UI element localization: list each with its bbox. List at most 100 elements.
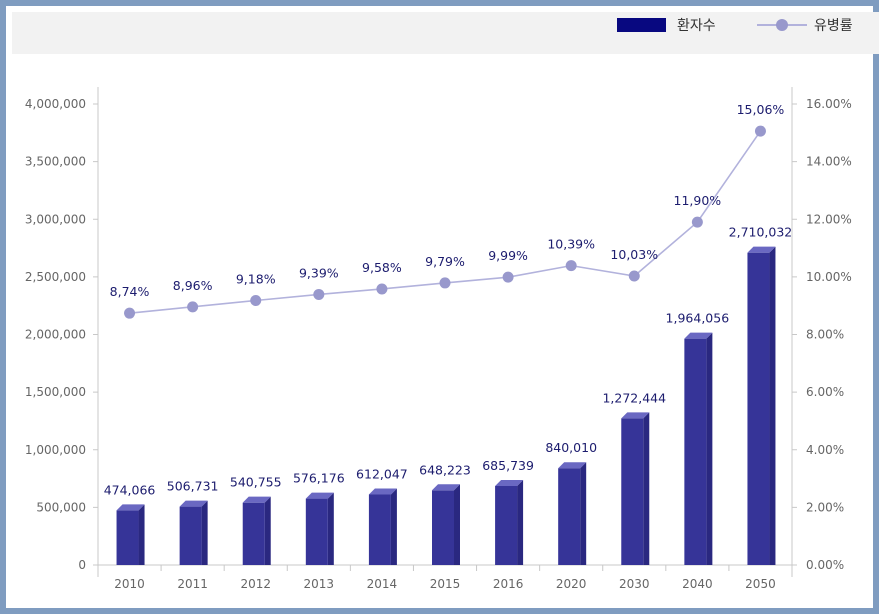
left-axis-ticks: 0 500,000 1,000,000 1,500,000 2,000,000 2,500… xyxy=(25,97,98,572)
bar-top xyxy=(558,462,587,469)
legend-line-marker xyxy=(776,19,788,31)
line-point xyxy=(313,288,325,300)
right-tick-label: 4.00% xyxy=(806,443,844,457)
x-tick-label: 2014 xyxy=(367,577,398,591)
legend[interactable]: 환자수 유병률 xyxy=(617,18,853,34)
bar xyxy=(305,498,328,565)
x-axis-ticks: 2010 2011 2012 2013 2014 2015 2016 2020 2030 2040… xyxy=(97,565,793,591)
left-tick-label: 2,500,000 xyxy=(25,270,86,284)
bar-side xyxy=(138,504,145,565)
line-data-label: 10,03% xyxy=(610,247,658,262)
left-tick-label: 4,000,000 xyxy=(25,97,86,111)
bar-top xyxy=(684,332,713,339)
line-point xyxy=(187,301,199,313)
legend-bar-swatch xyxy=(617,18,666,32)
x-tick-label: 2015 xyxy=(430,577,461,591)
line-series xyxy=(124,125,766,319)
bar-data-label: 1,272,444 xyxy=(602,390,666,405)
x-tick-label: 2040 xyxy=(682,577,713,591)
left-tick-label: 3,500,000 xyxy=(25,155,86,169)
x-tick-label: 2030 xyxy=(619,577,650,591)
bar-top xyxy=(495,479,524,486)
bar xyxy=(495,485,518,565)
line-point xyxy=(376,283,388,295)
left-tick-label: 2,000,000 xyxy=(25,328,86,342)
x-tick-label: 2010 xyxy=(114,577,145,591)
left-tick-label: 1,000,000 xyxy=(25,443,86,457)
bar-side xyxy=(769,246,776,565)
bar-top xyxy=(621,412,650,419)
bar-data-label: 612,047 xyxy=(356,466,408,481)
bar-data-label: 2,710,032 xyxy=(729,225,793,240)
legend-bar xyxy=(12,12,879,54)
bar-series xyxy=(116,246,776,565)
right-tick-label: 0.00% xyxy=(806,558,844,572)
right-tick-label: 2.00% xyxy=(806,500,844,514)
bar xyxy=(368,494,391,565)
bar xyxy=(558,468,581,565)
right-axis-ticks: 0.00% 2.00% 4.00% 6.00% 8.00% 10.00% 12.00% 14.… xyxy=(792,97,852,572)
line-point xyxy=(124,307,136,319)
bar xyxy=(179,506,202,565)
x-tick-label: 2011 xyxy=(177,577,208,591)
bar-top xyxy=(432,484,460,491)
bar xyxy=(747,252,770,565)
right-tick-label: 16.00% xyxy=(806,97,852,111)
bar xyxy=(432,490,454,565)
right-tick-label: 6.00% xyxy=(806,385,844,399)
left-tick-label: 3,000,000 xyxy=(25,212,86,226)
x-tick-label: 2016 xyxy=(493,577,524,591)
line-data-label: 11,90% xyxy=(674,193,722,208)
legend-bar-label: 환자수 xyxy=(677,18,716,34)
line-data-labels: 8,74% 8,96% 9,18% 9,39% 9,58% 9,79% 9,99% 10,39… xyxy=(110,102,785,299)
line-data-label: 10,39% xyxy=(547,237,595,252)
line-point xyxy=(502,271,514,283)
x-tick-label: 2020 xyxy=(556,577,587,591)
bar-top xyxy=(305,492,334,499)
bar-side xyxy=(390,488,397,565)
bar-data-label: 1,964,056 xyxy=(666,311,730,326)
bar-top xyxy=(116,504,145,511)
right-tick-label: 10.00% xyxy=(806,270,852,284)
bar-side xyxy=(454,484,460,565)
bar-data-label: 648,223 xyxy=(419,462,471,477)
left-tick-label: 500,000 xyxy=(36,500,86,514)
legend-line-label: 유병률 xyxy=(814,18,853,34)
line-point xyxy=(628,270,640,282)
bar xyxy=(242,502,265,565)
line-data-label: 15,06% xyxy=(737,102,785,117)
line-data-label: 9,39% xyxy=(299,265,339,280)
left-tick-label: 0 xyxy=(78,558,86,572)
line-data-label: 9,79% xyxy=(425,254,465,269)
line-point xyxy=(691,216,703,228)
bar-side xyxy=(643,412,650,565)
line-point xyxy=(439,277,451,289)
bar xyxy=(116,510,139,565)
right-tick-label: 12.00% xyxy=(806,212,852,226)
right-tick-label: 14.00% xyxy=(806,155,852,169)
x-tick-label: 2050 xyxy=(745,577,776,591)
line-point xyxy=(754,125,766,137)
bar-data-label: 540,755 xyxy=(230,475,282,490)
line-point xyxy=(565,260,577,272)
bar xyxy=(684,338,707,565)
x-tick-label: 2012 xyxy=(240,577,271,591)
line-data-label: 9,18% xyxy=(236,272,276,287)
bar-data-label: 576,176 xyxy=(293,471,345,486)
bar-data-label: 506,731 xyxy=(167,479,219,494)
bar-data-label: 840,010 xyxy=(545,440,597,455)
left-tick-label: 1,500,000 xyxy=(25,385,86,399)
x-tick-label: 2013 xyxy=(304,577,335,591)
bar-side xyxy=(327,492,334,565)
line-data-label: 8,74% xyxy=(110,284,150,299)
bar-data-labels: 474,066 506,731 540,755 576,176 612,047 648,2… xyxy=(104,225,793,498)
bar xyxy=(621,418,644,565)
bar-top xyxy=(747,246,776,253)
bar-side xyxy=(264,496,271,565)
right-tick-label: 8.00% xyxy=(806,328,844,342)
bar-side xyxy=(517,479,524,565)
bar-side xyxy=(706,332,713,565)
bar-data-label: 474,066 xyxy=(104,482,156,497)
bar-top xyxy=(179,500,208,507)
